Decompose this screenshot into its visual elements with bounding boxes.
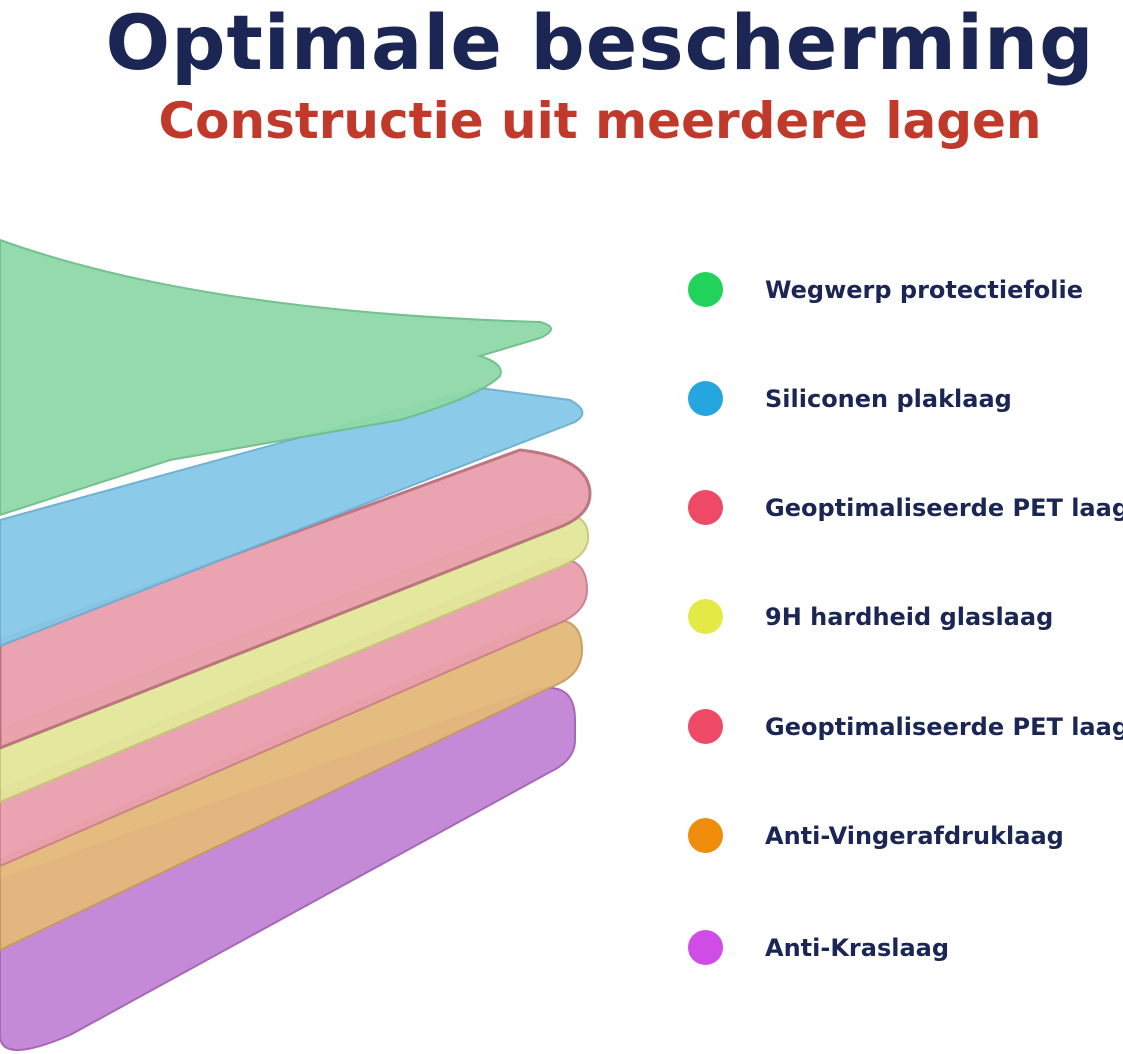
legend-item: Wegwerp protectiefolie <box>688 272 1083 307</box>
legend-item: Anti-Vingerafdruklaag <box>688 818 1064 853</box>
legend-item: Geoptimaliseerde PET laag <box>688 709 1123 744</box>
orange-dot-icon <box>688 818 723 853</box>
legend-item: 9H hardheid glaslaag <box>688 599 1053 634</box>
green-dot-icon <box>688 272 723 307</box>
yellow-dot-icon <box>688 599 723 634</box>
red-dot-icon <box>688 490 723 525</box>
page-title: Optimale bescherming <box>105 0 1095 87</box>
layer-siliconen <box>0 386 584 648</box>
blue-dot-icon <box>688 381 723 416</box>
page-subtitle: Constructie uit meerdere lagen <box>158 92 1042 150</box>
legend-item: Siliconen plaklaag <box>688 381 1012 416</box>
layer-pet-1 <box>0 448 592 750</box>
purple-dot-icon <box>688 930 723 965</box>
layer-stack-illustration <box>0 238 592 1051</box>
layer-anti-kras <box>0 687 576 1051</box>
layer-protectiefolie <box>0 238 552 517</box>
legend-item: Anti-Kraslaag <box>688 930 949 965</box>
red-dot-icon <box>688 709 723 744</box>
legend-item: Geoptimaliseerde PET laag <box>688 490 1123 525</box>
